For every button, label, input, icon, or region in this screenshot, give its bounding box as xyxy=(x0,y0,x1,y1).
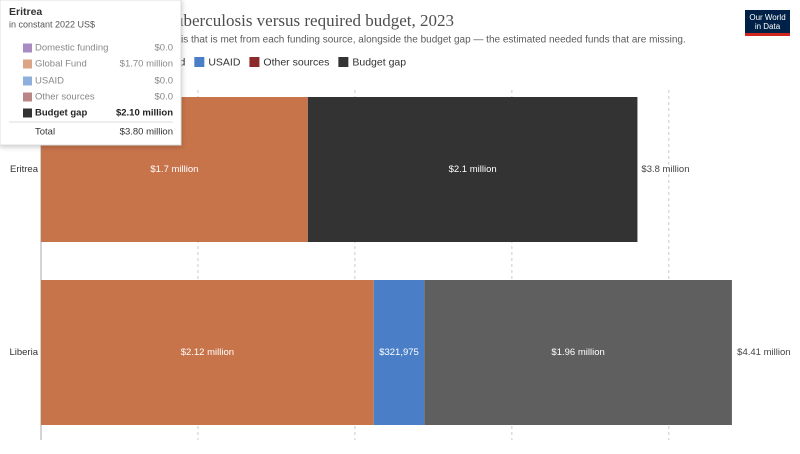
logo-text: Our World xyxy=(749,13,785,22)
legend-label: Budget gap xyxy=(352,56,406,68)
value-label: $1.96 million xyxy=(551,347,604,358)
value-label: $1.7 million xyxy=(150,164,198,175)
chart-title: uberculosis versus required budget, 2023 xyxy=(175,11,454,30)
bar-segment xyxy=(373,280,425,425)
tooltip-row-name: Domestic funding xyxy=(35,43,108,54)
tooltip-row-value: $2.10 million xyxy=(116,108,173,119)
chart-subtitle: is that is met from each funding source,… xyxy=(181,35,686,46)
tooltip-swatch xyxy=(23,59,32,69)
legend-swatch xyxy=(249,57,260,67)
tooltip-row-value: $1.70 million xyxy=(120,59,173,70)
tooltip-swatch xyxy=(23,92,32,102)
bar-segment xyxy=(307,97,638,242)
tooltip: Eritrea in constant 2022 US$ Total $3.80… xyxy=(0,0,182,146)
tooltip-row-value: $0.0 xyxy=(155,76,174,87)
tooltip-row-name: Budget gap xyxy=(35,108,87,119)
tooltip-row-name: Global Fund xyxy=(35,59,87,70)
tooltip-row-value: $0.0 xyxy=(155,43,174,54)
value-label: $2.12 million xyxy=(181,347,234,358)
logo[interactable] xyxy=(745,10,790,36)
legend-label: USAID xyxy=(208,56,241,68)
tooltip-total-value: $3.80 million xyxy=(120,127,173,138)
tooltip-row-name: USAID xyxy=(35,76,64,87)
tooltip-row-name: Other sources xyxy=(35,92,95,103)
total-label: $4.41 million xyxy=(737,347,790,358)
value-label: $321,975 xyxy=(379,347,419,358)
tooltip-total-name: Total xyxy=(35,127,55,138)
tooltip-row-value: $0.0 xyxy=(155,92,174,103)
value-label: $2.1 million xyxy=(449,164,497,175)
tooltip-swatch xyxy=(23,43,32,53)
bar-segment xyxy=(41,280,374,425)
logo-text: in Data xyxy=(755,22,781,31)
tooltip-subtitle: in constant 2022 US$ xyxy=(9,19,95,29)
y-tick-label: Eritrea xyxy=(10,164,39,175)
legend-swatch xyxy=(194,57,205,67)
bars: Eritrea $1.7 million $2.1 million $3.8 mill… xyxy=(9,97,791,425)
bar-segment xyxy=(424,280,732,425)
legend-swatch xyxy=(338,57,349,67)
tooltip-box xyxy=(0,0,182,146)
legend-label: Other sources xyxy=(263,56,329,68)
tooltip-swatch xyxy=(23,76,32,86)
logo-underline xyxy=(745,33,790,36)
y-tick-label: Liberia xyxy=(9,347,38,358)
total-label: $3.8 million xyxy=(641,164,689,175)
tooltip-swatch xyxy=(23,108,32,118)
tooltip-title: Eritrea xyxy=(9,6,42,18)
